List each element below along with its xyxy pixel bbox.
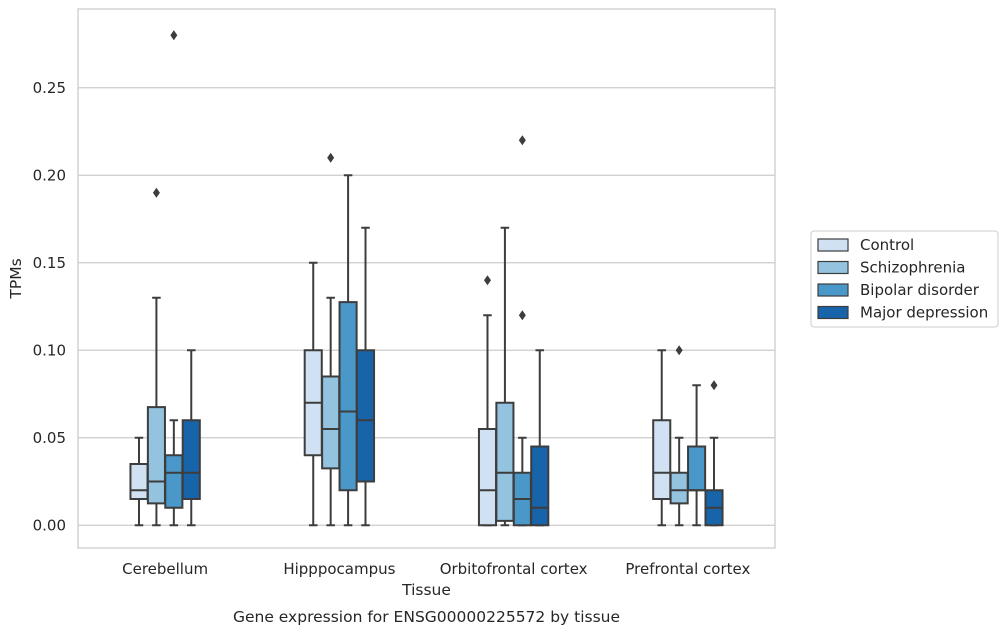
box-schizophrenia [495, 226, 515, 527]
y-tick-label: 0.25 [33, 79, 66, 97]
legend-label: Major depression [860, 304, 988, 322]
y-tick-label: 0.00 [33, 516, 66, 534]
box-iqr [146, 406, 166, 505]
box-iqr [355, 349, 376, 483]
box-control [477, 275, 498, 527]
legend-swatch [817, 238, 849, 252]
box-schizophrenia [669, 345, 689, 527]
x-tick-label: Prefrontal cortex [625, 560, 750, 578]
box-bipolar-disorder [687, 384, 707, 527]
box-iqr [321, 375, 341, 470]
box-iqr [477, 428, 498, 527]
box-major-depression [704, 380, 724, 527]
box-iqr [129, 463, 149, 500]
x-axis-label: Tissue [401, 581, 451, 599]
outlier-point [483, 275, 491, 286]
x-tick-label: Hipppocampus [283, 560, 395, 578]
box-control [129, 436, 149, 527]
y-axis-label: TPMs [7, 258, 25, 299]
box-iqr [687, 445, 707, 492]
y-tick-label: 0.05 [33, 429, 66, 447]
box-iqr [652, 419, 672, 500]
x-tick-labels: Cerebellum Hipppocampus Orbitofrontal cort… [122, 560, 750, 578]
box-bipolar-disorder [512, 135, 532, 527]
box-major-depression [355, 226, 376, 527]
legend-frame [810, 230, 999, 328]
outlier-point [518, 310, 526, 321]
box-schizophrenia [321, 152, 341, 527]
outlier-point [170, 30, 178, 41]
legend: Control Schizophrenia Bipolar disorder Majo… [810, 230, 999, 328]
box-control [652, 349, 672, 527]
boxes [129, 30, 724, 527]
legend-swatch [817, 305, 849, 320]
outlier-point [327, 152, 335, 163]
legend-swatch [817, 260, 849, 275]
plot-area-frame [77, 8, 776, 549]
box-iqr [669, 471, 689, 505]
chart-caption: Gene expression for ENSG00000225572 by t… [233, 608, 620, 626]
outlier-point [152, 187, 160, 198]
outlier-point [518, 135, 526, 146]
legend-label: Bipolar disorder [860, 281, 980, 299]
box-control [303, 261, 323, 527]
box-iqr [181, 419, 201, 500]
legend-label: Schizophrenia [860, 259, 965, 277]
box-major-depression [530, 349, 550, 527]
y-tick-label: 0.20 [33, 166, 66, 184]
y-tick-label: 0.10 [33, 341, 66, 359]
y-tick-label: 0.15 [33, 254, 66, 272]
outlier-point [675, 345, 683, 356]
legend-label: Control [860, 236, 914, 254]
box-iqr [530, 445, 550, 527]
x-tick-label: Cerebellum [122, 560, 208, 578]
box-bipolar-disorder [164, 30, 184, 527]
box-bipolar-disorder [338, 174, 358, 527]
y-tick-labels: 0.00 0.05 0.10 0.15 0.20 0.25 [33, 79, 66, 535]
box-iqr [338, 301, 358, 492]
outlier-point [710, 380, 718, 391]
box-schizophrenia [146, 187, 166, 527]
x-tick-label: Orbitofrontal cortex [440, 560, 588, 578]
box-major-depression [181, 349, 201, 527]
legend-swatch [817, 283, 849, 297]
box-iqr [495, 401, 515, 522]
box-iqr [164, 454, 184, 509]
